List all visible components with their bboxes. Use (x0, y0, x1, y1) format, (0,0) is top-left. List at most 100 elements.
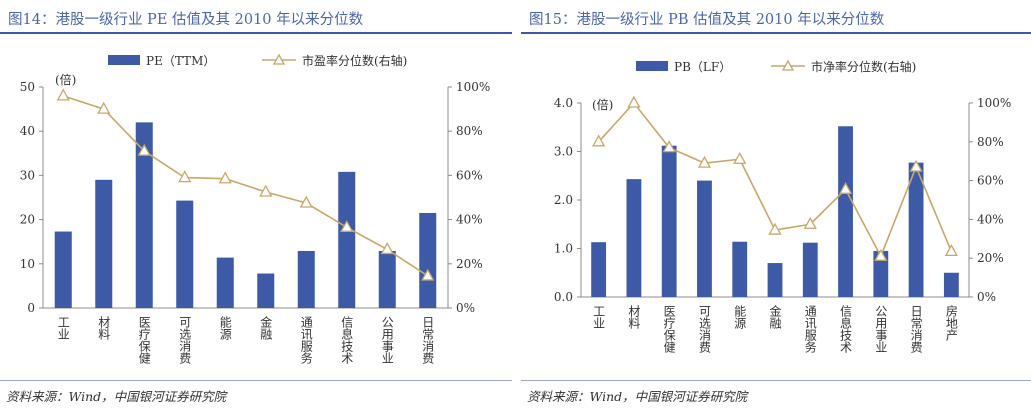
x-tick-label: 通讯服务 (803, 305, 817, 353)
x-tick-label: 金融 (768, 304, 782, 330)
legend-bar-label: PB（LF） (674, 60, 731, 74)
pe-chart-panel: 图14：港股一级行业 PE 估值及其 2010 年以来分位数 PE（TTM） 市盈… (0, 0, 512, 413)
line-point (768, 222, 782, 235)
title-divider (0, 32, 512, 34)
line-point (299, 195, 313, 208)
bar (767, 263, 783, 297)
bar (626, 179, 642, 297)
bar (176, 200, 194, 308)
y-right-tick-label: 80% (456, 124, 483, 138)
bar (338, 171, 356, 308)
x-tick-label: 信息技术 (839, 305, 853, 353)
line-point (592, 134, 606, 147)
chart-title: 图15：港股一级行业 PB 估值及其 2010 年以来分位数 (529, 12, 885, 28)
line-point (909, 159, 923, 172)
legend-bar-label: PE（TTM） (146, 54, 215, 68)
x-tick-label: 工业 (592, 305, 606, 329)
bar (908, 162, 924, 297)
y-left-tick-label: 4.0 (554, 96, 573, 110)
bar (661, 145, 677, 297)
y-right-tick-label: 60% (456, 168, 483, 182)
legend-line-label: 市净率分位数(右轴) (811, 59, 916, 74)
bar (297, 250, 315, 308)
legend-bar-swatch (636, 61, 668, 71)
line-point (259, 184, 273, 197)
source-divider (521, 380, 1031, 381)
y-right-tick-label: 0% (456, 301, 475, 315)
y-right-tick-label: 60% (977, 174, 1004, 188)
y-left-tick-label: 10 (20, 257, 35, 271)
source-note: 资料来源：Wind，中国银河证券研究院 (527, 389, 748, 404)
line-point (380, 242, 394, 255)
legend-line-marker (781, 59, 795, 71)
bar (732, 241, 748, 297)
x-tick-label: 公用事业 (874, 305, 888, 353)
bar (378, 250, 396, 308)
y-left-tick-label: 0.0 (554, 290, 573, 304)
x-tick-label: 医疗保健 (137, 316, 151, 364)
x-tick-label: 材料 (627, 305, 641, 329)
line-point (340, 219, 354, 232)
legend-line-marker (272, 53, 286, 65)
line-point (803, 216, 817, 229)
percentile-line (63, 95, 429, 277)
y-right-tick-label: 100% (456, 80, 490, 94)
bar (257, 273, 275, 308)
bar (54, 231, 72, 308)
y-left-tick-label: 3.0 (554, 145, 573, 159)
legend-line-label: 市盈率分位数(右轴) (302, 53, 407, 68)
bar (802, 242, 818, 297)
bar (135, 122, 153, 308)
line-point (944, 244, 958, 257)
line-point (421, 268, 435, 281)
line-point (97, 101, 111, 114)
y-left-tick-label: 2.0 (554, 193, 573, 207)
x-tick-label: 房地产 (944, 304, 958, 342)
y-left-tick-label: 20 (20, 213, 35, 227)
line-point (838, 181, 853, 194)
line-point (56, 88, 70, 101)
x-tick-label: 材料 (97, 316, 111, 340)
y-right-tick-label: 40% (977, 212, 1004, 226)
bar (591, 242, 607, 297)
bar (216, 257, 234, 308)
y-right-tick-label: 40% (456, 213, 483, 227)
y-right-tick-label: 20% (977, 251, 1004, 265)
line-point (218, 171, 232, 184)
x-tick-label: 能源 (218, 316, 232, 341)
bar (697, 180, 712, 297)
x-tick-label: 日常消费 (421, 316, 435, 364)
line-point (137, 143, 151, 156)
y-right-tick-label: 100% (977, 96, 1011, 110)
y-right-tick-label: 20% (456, 257, 483, 271)
bar (419, 212, 437, 308)
x-tick-label: 信息技术 (340, 316, 354, 364)
y-left-unit-label: (倍) (55, 72, 76, 87)
y-left-unit-label: (倍) (592, 97, 613, 112)
x-tick-label: 通讯服务 (299, 316, 313, 364)
x-tick-label: 金融 (259, 315, 273, 341)
chart-title: 图14：港股一级行业 PE 估值及其 2010 年以来分位数 (8, 12, 364, 28)
legend-bar-swatch (108, 55, 140, 65)
y-left-tick-label: 50 (20, 80, 35, 94)
pb-chart: PB（LF） 市净率分位数(右轴) 0.0 1.0 2.0 3.0 4.0 (倍) 0% 20% 4… (554, 59, 1011, 353)
y-left-tick-label: 0 (27, 301, 35, 315)
y-left-tick-label: 30 (20, 168, 35, 182)
line-point (627, 95, 641, 108)
bar (943, 272, 959, 297)
line-point (733, 151, 747, 164)
y-left-tick-label: 40 (20, 124, 35, 138)
source-note: 资料来源：Wind，中国银河证券研究院 (6, 389, 227, 404)
x-tick-label: 日常消费 (909, 305, 923, 353)
y-right-tick-label: 80% (977, 135, 1004, 149)
pe-chart: PE（TTM） 市盈率分位数(右轴) 0 10 20 30 40 50 (倍) 0% 20% 40% 6… (20, 53, 491, 364)
title-divider (521, 32, 1031, 34)
line-point (662, 140, 676, 153)
bar (838, 126, 853, 297)
x-tick-label: 能源 (733, 305, 747, 330)
bar (873, 250, 889, 297)
line-point (178, 170, 192, 183)
pb-chart-panel: 图15：港股一级行业 PB 估值及其 2010 年以来分位数 PB（LF） 市净率… (521, 0, 1031, 413)
y-right-tick-label: 0% (977, 290, 996, 304)
x-tick-label: 可选消费 (697, 305, 711, 353)
